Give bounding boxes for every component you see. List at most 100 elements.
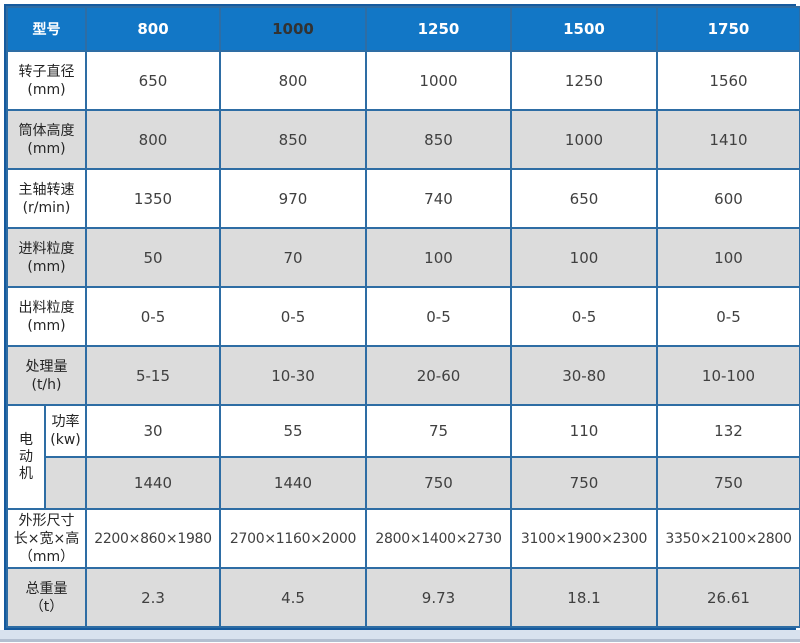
spec-value-cell: 800: [219, 50, 367, 111]
motor-group-label: 电动机: [6, 404, 46, 510]
row-label-line: 筒体高度: [18, 122, 75, 139]
motor-sublabel: 功率 (kw): [44, 404, 87, 458]
spec-value-cell: 70: [219, 227, 367, 288]
row-label-line: （t）: [29, 598, 64, 615]
row-label-line: 进料粒度: [18, 240, 75, 257]
spec-value-cell: 850: [365, 109, 512, 170]
header-row: 型号 800 1000 1250 1500 1750: [6, 6, 800, 52]
spec-table-header: 型号 800 1000 1250 1500 1750: [6, 6, 800, 52]
spec-value-cell: 3350×2100×2800: [656, 508, 800, 569]
motor-group-label-char: 机: [19, 465, 33, 482]
row-label: 总重量 （t）: [6, 567, 87, 628]
spec-value-cell: 0-5: [510, 286, 658, 347]
motor-sublabel-empty: [44, 456, 87, 510]
spec-value-cell: 30-80: [510, 345, 658, 406]
spec-value-cell: 5-15: [85, 345, 221, 406]
row-label-line: 长×宽×高: [13, 530, 80, 547]
spec-value-cell: 0-5: [365, 286, 512, 347]
model-header-cell: 1000: [219, 6, 367, 52]
spec-value-cell: 100: [510, 227, 658, 288]
row-label-line: 转子直径: [18, 63, 75, 80]
row-label-line: (mm): [27, 258, 66, 275]
spec-table-frame: 型号 800 1000 1250 1500 1750 转子直径 (mm) 650 800 1000…: [4, 4, 800, 630]
spec-value-cell: 55: [219, 404, 367, 458]
spec-value-cell: 1560: [656, 50, 800, 111]
spec-row: 处理量 (t/h) 5-15 10-30 20-60 30-80 10-100: [6, 345, 800, 406]
row-label-line: 功率: [51, 414, 80, 430]
model-header-cell: 1750: [656, 6, 800, 52]
spec-value-cell: 650: [85, 50, 221, 111]
spec-value-cell: 110: [510, 404, 658, 458]
row-label-line: （mm）: [18, 548, 75, 565]
page-bottom-strip: [0, 630, 800, 642]
machine-spec-table: 型号 800 1000 1250 1500 1750 转子直径 (mm) 650 800 1000…: [6, 6, 800, 628]
spec-row: 出料粒度 (mm) 0-5 0-5 0-5 0-5 0-5: [6, 286, 800, 347]
spec-row: 1440 1440 750 750 750: [7, 456, 800, 510]
row-label-line: (mm): [27, 140, 66, 157]
row-label-line: 外形尺寸: [18, 512, 75, 529]
spec-value-cell: 1250: [510, 50, 658, 111]
row-label: 筒体高度 (mm): [6, 109, 87, 170]
spec-value-cell: 2700×1160×2000: [219, 508, 367, 569]
spec-value-cell: 600: [656, 168, 800, 229]
spec-value-cell: 10-100: [656, 345, 800, 406]
spec-value-cell: 75: [365, 404, 512, 458]
spec-value-cell: 1000: [365, 50, 512, 111]
spec-value-cell: 1410: [656, 109, 800, 170]
spec-value-cell: 750: [656, 456, 800, 510]
row-label: 进料粒度 (mm): [6, 227, 87, 288]
spec-row: 外形尺寸 长×宽×高 （mm） 2200×860×1980 2700×1160×2000…: [6, 508, 800, 569]
spec-value-cell: 30: [85, 404, 221, 458]
row-label-line: (kw): [50, 432, 81, 448]
row-label: 外形尺寸 长×宽×高 （mm）: [6, 508, 87, 569]
model-column-title: 型号: [6, 6, 87, 52]
spec-value-cell: 20-60: [365, 345, 512, 406]
spec-value-cell: 0-5: [219, 286, 367, 347]
row-label-line: (mm): [27, 81, 66, 98]
spec-row: 筒体高度 (mm) 800 850 850 1000 1410: [6, 109, 800, 170]
spec-value-cell: 132: [656, 404, 800, 458]
row-label-line: 出料粒度: [18, 299, 75, 316]
model-header-cell: 800: [85, 6, 221, 52]
spec-row: 主轴转速 (r/min) 1350 970 740 650 600: [6, 168, 800, 229]
spec-value-cell: 2800×1400×2730: [365, 508, 512, 569]
spec-value-cell: 18.1: [510, 567, 658, 628]
row-label-line: (r/min): [22, 199, 71, 216]
row-label-line: 主轴转速: [18, 181, 75, 198]
model-header-cell: 1250: [365, 6, 512, 52]
spec-value-cell: 970: [219, 168, 367, 229]
spec-value-cell: 100: [656, 227, 800, 288]
spec-value-cell: 1440: [219, 456, 367, 510]
spec-row: 进料粒度 (mm) 50 70 100 100 100: [6, 227, 800, 288]
motor-group-label-char: 电: [19, 431, 33, 448]
spec-row: 转子直径 (mm) 650 800 1000 1250 1560: [6, 50, 800, 111]
row-label-line: (t/h): [31, 376, 62, 393]
spec-value-cell: 1440: [85, 456, 221, 510]
model-header-cell: 1500: [510, 6, 658, 52]
spec-value-cell: 2.3: [85, 567, 221, 628]
spec-value-cell: 10-30: [219, 345, 367, 406]
row-label-line: 处理量: [25, 358, 68, 375]
spec-value-cell: 800: [85, 109, 221, 170]
spec-value-cell: 650: [510, 168, 658, 229]
row-label: 转子直径 (mm): [6, 50, 87, 111]
spec-value-cell: 3100×1900×2300: [510, 508, 658, 569]
spec-value-cell: 100: [365, 227, 512, 288]
spec-value-cell: 750: [365, 456, 512, 510]
spec-value-cell: 4.5: [219, 567, 367, 628]
spec-value-cell: 0-5: [656, 286, 800, 347]
spec-table-body: 转子直径 (mm) 650 800 1000 1250 1560 筒体高度 (mm) 800 850…: [6, 50, 800, 628]
spec-row: 电动机功率 (kw) 30 55 75 110 132: [6, 404, 800, 510]
spec-row: 总重量 （t） 2.3 4.5 9.73 18.1 26.61: [6, 567, 800, 628]
spec-value-cell: 1350: [85, 168, 221, 229]
spec-value-cell: 850: [219, 109, 367, 170]
row-label: 出料粒度 (mm): [6, 286, 87, 347]
row-label-line: 总重量: [25, 580, 68, 597]
spec-value-cell: 740: [365, 168, 512, 229]
row-label: 处理量 (t/h): [6, 345, 87, 406]
row-label: 主轴转速 (r/min): [6, 168, 87, 229]
spec-value-cell: 2200×860×1980: [85, 508, 221, 569]
spec-table-page: 型号 800 1000 1250 1500 1750 转子直径 (mm) 650 800 1000…: [0, 4, 800, 643]
spec-value-cell: 50: [85, 227, 221, 288]
spec-value-cell: 750: [510, 456, 658, 510]
